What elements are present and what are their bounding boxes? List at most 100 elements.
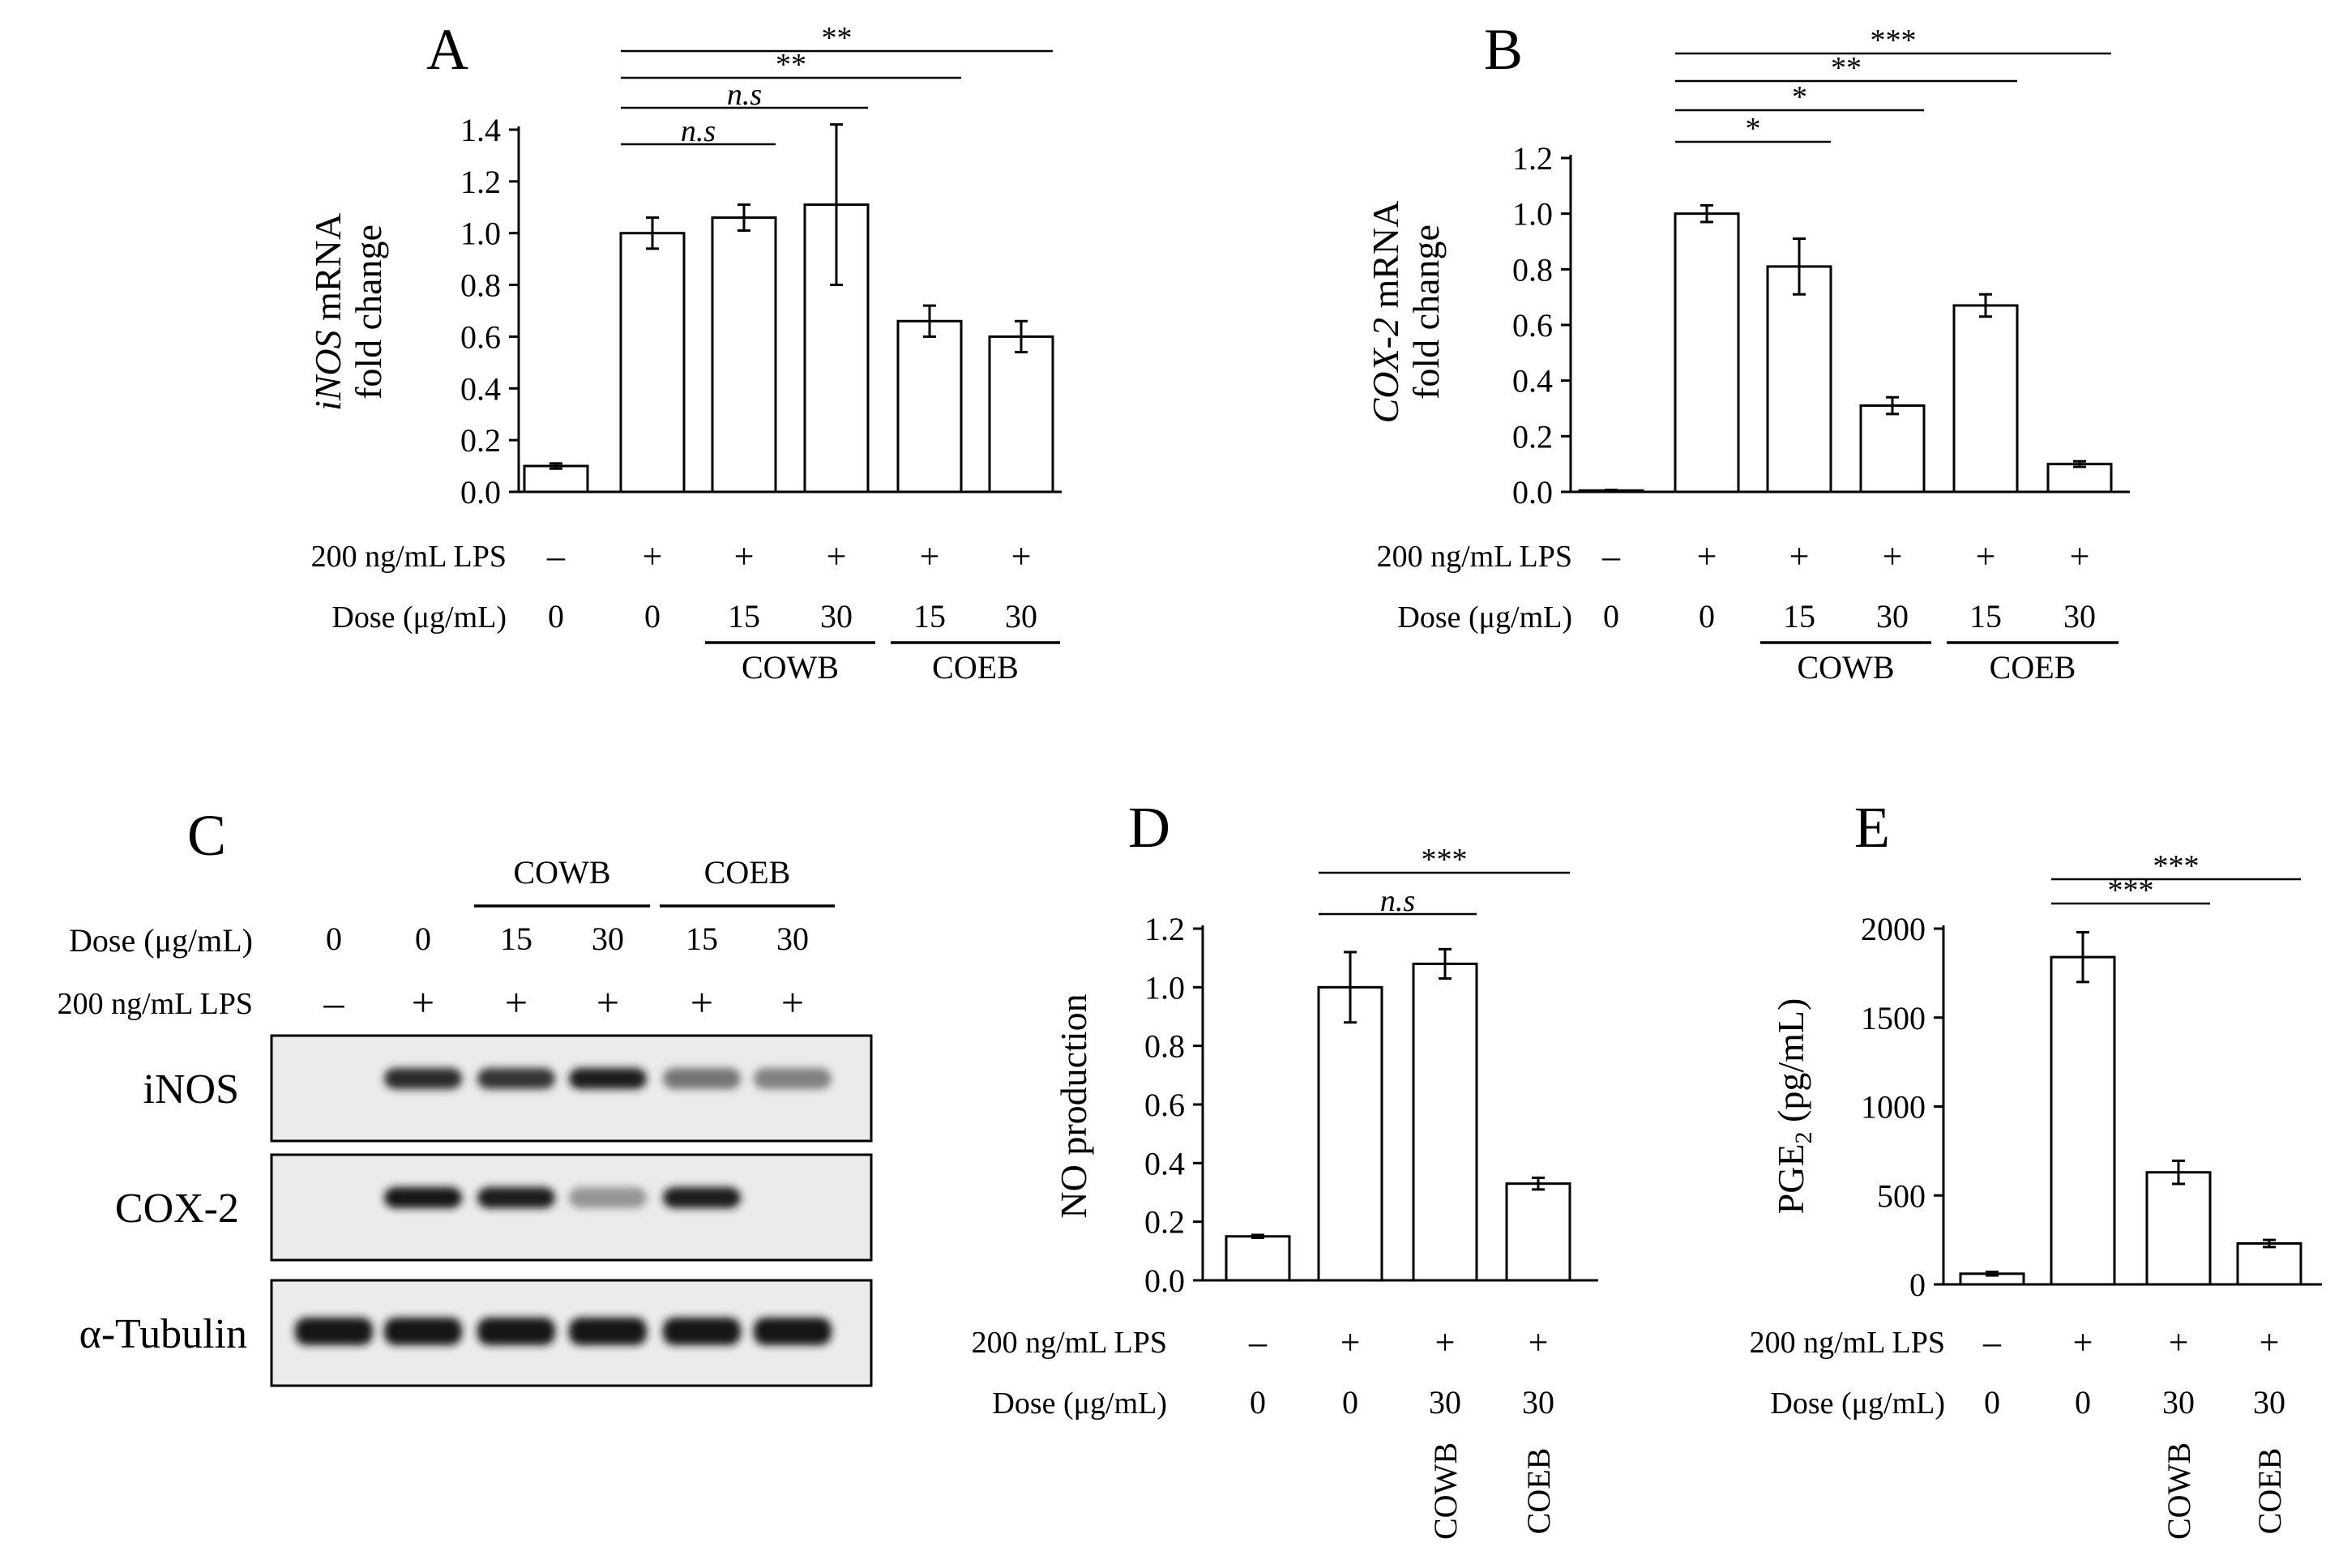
row-label-dose: Dose (μg/mL) [1770,1386,1945,1421]
blot-band [477,1187,555,1208]
significance-label: n.s [1380,884,1415,918]
lps-marker: + [1340,1322,1361,1362]
dose-label: 30 [2063,598,2096,634]
panel-letter-a: A [426,17,468,82]
blot-band [754,1068,832,1089]
bar [1412,962,1478,1282]
group-label: COWB [742,649,839,686]
significance-label: ** [776,48,806,82]
y-tick-label: 1.0 [1144,969,1185,1006]
western-blot-c: Dose (μg/mL) 200 ng/mL LPS 0 0 15 30 15 30 – + + + +… [58,854,873,1387]
lps-marker: + [643,536,663,576]
blot-dose-label: 30 [592,921,624,957]
dose-label: 30 [2253,1384,2285,1421]
y-axis-label-line2: fold change [348,224,389,399]
blot-band [384,1068,462,1089]
y-tick-label: 0.6 [1512,307,1553,344]
y-tick-label: 0.8 [460,267,501,304]
significance-label: *** [2153,849,2200,883]
y-tick-label: 1.4 [460,112,501,148]
lps-marker: – [1982,1322,2002,1362]
y-axis-label: NO production [1053,993,1094,1218]
blot-lps-marker: – [323,980,345,1025]
bar [523,464,589,493]
blot-dose-label: 0 [415,921,431,957]
bar [2050,955,2116,1286]
extract-label: COWB [2161,1442,2197,1540]
blot-band [384,1318,462,1345]
blot-band [663,1318,741,1345]
dose-label: 15 [1969,598,2002,634]
significance-label: n.s [727,78,762,112]
group-label: COEB [1990,649,2076,686]
lps-marker: + [1435,1322,1456,1362]
bar [988,335,1054,493]
dose-label: 30 [1429,1384,1461,1421]
y-axis-label: iNOS mRNA [307,213,348,411]
y-tick-label: 0.4 [1512,363,1553,399]
y-tick-label: 1.0 [460,216,501,252]
lps-marker: – [1248,1322,1268,1362]
panel-letter-e: E [1854,795,1890,860]
y-tick-label: 0.4 [460,370,501,407]
y-tick-label: 0.8 [1512,251,1553,288]
dose-label: 0 [548,598,564,634]
y-axis-label-unit: (pg/mL) [1770,998,1811,1132]
blot-band [569,1068,647,1089]
chart-d: 0.0 0.2 0.4 0.6 0.8 1.0 1.2 NO production n.s***… [972,843,1598,1540]
lps-marker: + [734,536,755,576]
bar [619,232,686,493]
y-axis-label-gene: COX-2 [1365,318,1406,423]
y-axis-label-rest: mRNA [1365,201,1406,318]
significance-label: * [1746,112,1761,146]
y-tick-label: 0.0 [1144,1263,1185,1299]
blot-band [569,1187,647,1208]
dose-label: 30 [1522,1384,1554,1421]
y-tick-label: 0.6 [1144,1087,1185,1123]
lps-marker: + [1883,536,1903,576]
significance-label: * [1792,80,1807,114]
dose-label: 0 [2075,1384,2091,1421]
dose-label: 30 [1005,598,1037,634]
blot-band [754,1318,832,1345]
dose-label: 0 [644,598,661,634]
y-tick-label: 2000 [1861,911,1926,947]
blot-lps-marker: + [781,980,804,1025]
row-label-dose: Dose (μg/mL) [331,600,507,634]
y-tick-label: 0.4 [1144,1145,1185,1181]
bar [1505,1182,1571,1282]
y-tick-label: 1.2 [1512,140,1553,177]
lps-marker: + [2070,536,2090,576]
blot-lps-marker: + [691,980,713,1025]
panel-letter-c: C [187,803,226,868]
chart-a: 0.0 0.2 0.4 0.6 0.8 1.0 1.2 1.4 iNOS mRNA fold ch… [307,21,1062,686]
bar [1859,404,1926,493]
blot-membrane [270,1153,873,1262]
dose-label: 15 [913,598,946,634]
bar [2145,1171,2212,1286]
bar [1225,1235,1291,1282]
blot-band [663,1068,741,1089]
y-axis-label-gene: iNOS [307,330,348,411]
y-tick-label: 0.2 [1144,1204,1185,1241]
bar [1674,212,1740,493]
dose-label: 0 [1250,1384,1266,1421]
y-axis-label-main: PGE [1770,1143,1811,1214]
y-tick-label: 1.2 [1144,911,1185,947]
extract-label: COEB [1520,1448,1557,1535]
blot-group-label: COEB [704,854,791,891]
blot-lps-marker: + [596,980,619,1025]
lps-marker: – [1601,536,1621,576]
lps-marker: + [1976,536,1996,576]
row-label-dose: Dose (μg/mL) [1397,600,1572,634]
extract-label: COWB [1427,1442,1464,1540]
blot-protein-label: α-Tubulin [79,1311,247,1357]
blot-band [569,1318,647,1345]
y-axis-label-sub: 2 [1790,1131,1817,1143]
y-axis-label-line2: fold change [1405,224,1447,399]
dose-label: 30 [1876,598,1909,634]
blot-band [384,1187,462,1208]
panel-letter-b: B [1484,17,1523,82]
